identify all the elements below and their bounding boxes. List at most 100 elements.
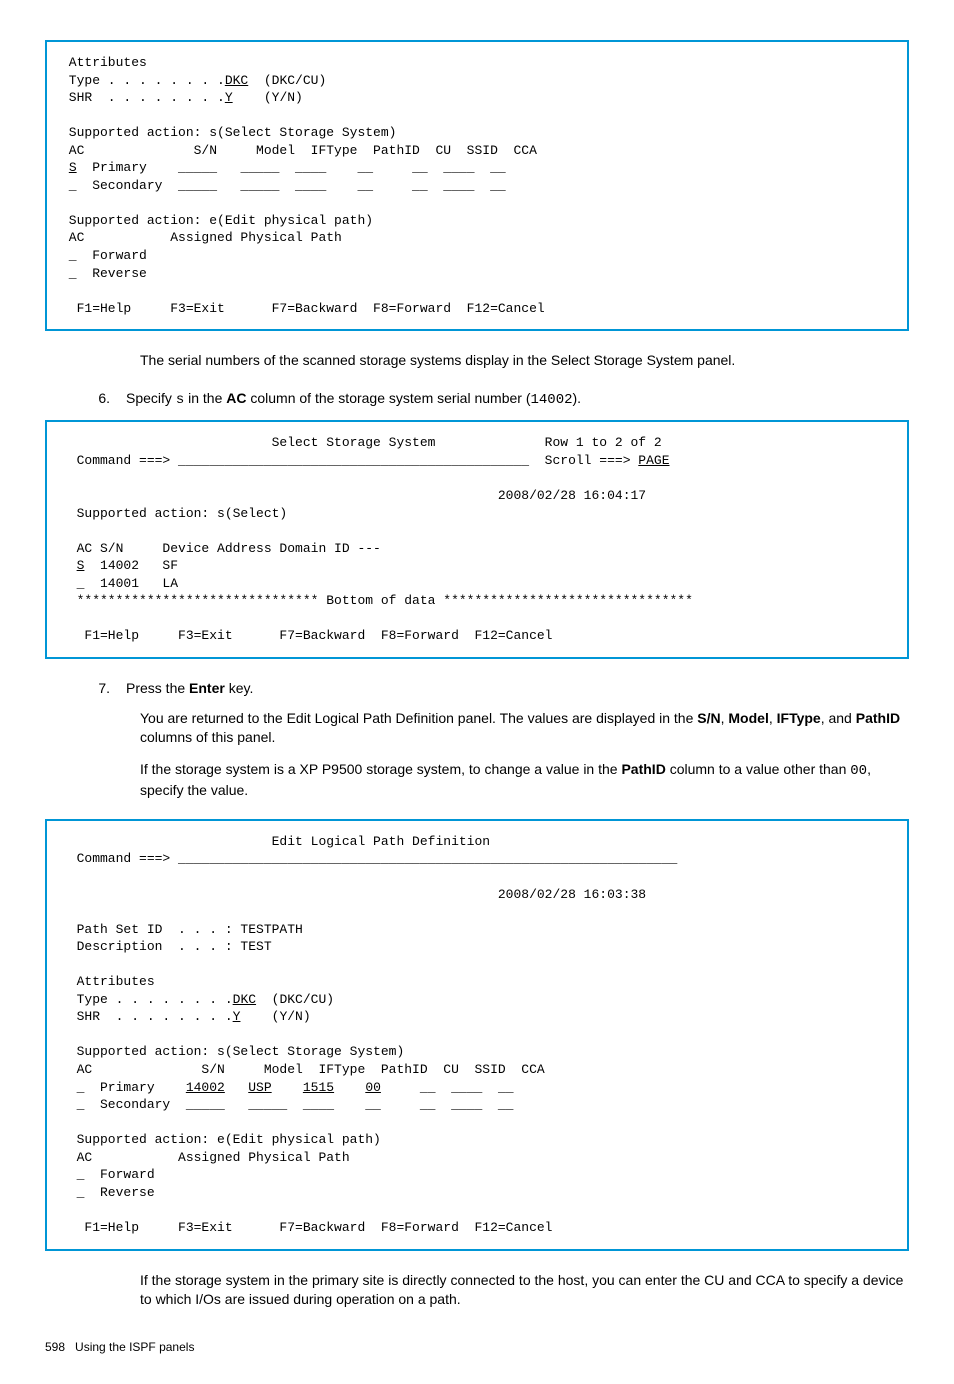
t3-l10a: Type . . . . . . . . xyxy=(61,992,233,1007)
t2-l8c: 14002 SF xyxy=(84,558,178,573)
t2-l3 xyxy=(61,470,69,485)
t3-l2: Command ===> ___________________________… xyxy=(61,851,677,866)
t2-l6 xyxy=(61,523,69,538)
t1-l2b: DKC xyxy=(225,73,248,88)
p7a-b3: IFType xyxy=(777,710,821,726)
s6b: in the xyxy=(184,390,226,406)
paragraph-7b: If the storage system is a XP P9500 stor… xyxy=(140,760,909,801)
t1-l3a: SHR . . . . . . . . xyxy=(61,90,225,105)
t3-l15b: 14002 xyxy=(186,1080,225,1095)
t2-l5: Supported action: s(Select) xyxy=(61,506,287,521)
t1-l6: AC S/N Model IFType PathID CU SSID CCA xyxy=(61,143,537,158)
terminal-panel-3: Edit Logical Path Definition Command ===… xyxy=(45,819,909,1251)
t3-l3 xyxy=(61,869,69,884)
s6code2: 14002 xyxy=(531,392,573,408)
step-6: 6. Specify s in the AC column of the sto… xyxy=(45,389,909,411)
paragraph-scan-result: The serial numbers of the scanned storag… xyxy=(140,351,909,371)
t2-l1: Select Storage System Row 1 to 2 of 2 xyxy=(61,435,662,450)
paragraph-last: If the storage system in the primary sit… xyxy=(140,1271,909,1310)
t3-l18: Supported action: e(Edit physical path) xyxy=(61,1132,381,1147)
s6bold: AC xyxy=(226,390,246,406)
t3-l14: AC S/N Model IFType PathID CU SSID CCA xyxy=(61,1062,545,1077)
t1-l13: _ Reverse xyxy=(61,266,147,281)
t1-l7c: Primary _____ _____ ____ __ __ ____ __ xyxy=(77,160,506,175)
p7b-code: 00 xyxy=(850,763,867,779)
page-footer: 598 Using the ISPF panels xyxy=(45,1340,909,1354)
t3-l9: Attributes xyxy=(61,974,155,989)
s6code: s xyxy=(176,392,184,408)
t1-l3b: Y xyxy=(225,90,233,105)
t1-l8: _ Secondary _____ _____ ____ __ __ ____ … xyxy=(61,178,506,193)
t1-l5: Supported action: s(Select Storage Syste… xyxy=(61,125,396,140)
p7a-a: You are returned to the Edit Logical Pat… xyxy=(140,710,697,726)
t1-l3c: (Y/N) xyxy=(233,90,303,105)
t3-l15f: 1515 xyxy=(303,1080,334,1095)
t1-l10: Supported action: e(Edit physical path) xyxy=(61,213,373,228)
t1-l4 xyxy=(61,108,69,123)
t1-l7a xyxy=(61,160,69,175)
t3-l11c: (Y/N) xyxy=(240,1009,310,1024)
t3-l15d: USP xyxy=(248,1080,271,1095)
t3-l15a: _ Primary xyxy=(61,1080,186,1095)
terminal-panel-1: Attributes Type . . . . . . . .DKC (DKC/… xyxy=(45,40,909,331)
t1-l15: F1=Help F3=Exit F7=Backward F8=Forward F… xyxy=(61,301,545,316)
t3-l1: Edit Logical Path Definition xyxy=(61,834,490,849)
t3-l19: AC Assigned Physical Path xyxy=(61,1150,350,1165)
t2-l4: 2008/02/28 16:04:17 xyxy=(61,488,646,503)
terminal-panel-2: Select Storage System Row 1 to 2 of 2 Co… xyxy=(45,420,909,659)
s7bold: Enter xyxy=(189,680,225,696)
t2-l2b: PAGE xyxy=(638,453,669,468)
t1-l1: Attributes xyxy=(61,55,147,70)
step-6-number: 6. xyxy=(45,389,126,411)
step-7-content: Press the Enter key. xyxy=(126,679,909,699)
t3-l23: F1=Help F3=Exit F7=Backward F8=Forward F… xyxy=(61,1220,552,1235)
t1-l11: AC Assigned Physical Path xyxy=(61,230,342,245)
t3-l13: Supported action: s(Select Storage Syste… xyxy=(61,1044,404,1059)
t3-l4: 2008/02/28 16:03:38 xyxy=(61,887,646,902)
t3-l6: Path Set ID . . . : TESTPATH xyxy=(61,922,303,937)
t2-l9: _ 14001 LA xyxy=(61,576,178,591)
t2-l7: AC S/N Device Address Domain ID --- xyxy=(61,541,381,556)
t2-l8a xyxy=(61,558,77,573)
t1-l2c: (DKC/CU) xyxy=(248,73,326,88)
footer-section-title: Using the ISPF panels xyxy=(75,1340,194,1354)
step-6-content: Specify s in the AC column of the storag… xyxy=(126,389,909,411)
t1-l7b: S xyxy=(69,160,77,175)
t3-l20: _ Forward xyxy=(61,1167,155,1182)
p7a-c2: , xyxy=(769,710,777,726)
t3-l8 xyxy=(61,957,69,972)
t3-l5 xyxy=(61,904,69,919)
t3-l16: _ Secondary _____ _____ ____ __ __ ____ … xyxy=(61,1097,513,1112)
t2-l2a: Command ===> ___________________________… xyxy=(61,453,638,468)
t3-l17 xyxy=(61,1115,69,1130)
paragraph-7a: You are returned to the Edit Logical Pat… xyxy=(140,709,909,748)
step-7: 7. Press the Enter key. xyxy=(45,679,909,699)
p7b-a: If the storage system is a XP P9500 stor… xyxy=(140,761,621,777)
t3-l11a: SHR . . . . . . . . xyxy=(61,1009,233,1024)
t3-l15h: 00 xyxy=(365,1080,381,1095)
footer-page-number: 598 xyxy=(45,1340,65,1354)
t3-l15c xyxy=(225,1080,248,1095)
t1-l12: _ Forward xyxy=(61,248,147,263)
t3-l15e xyxy=(272,1080,303,1095)
s6a: Specify xyxy=(126,390,176,406)
t3-l10c: (DKC/CU) xyxy=(256,992,334,1007)
step-7-number: 7. xyxy=(45,679,126,699)
t2-l10: ******************************* Bottom o… xyxy=(61,593,693,608)
p7b-b: column to a value other than xyxy=(666,761,850,777)
s7b: key. xyxy=(225,680,254,696)
t1-l2a: Type . . . . . . . . xyxy=(61,73,225,88)
t1-l14 xyxy=(61,283,69,298)
t2-l11 xyxy=(61,611,69,626)
p7a-b4: PathID xyxy=(856,710,900,726)
p7b-bold: PathID xyxy=(621,761,665,777)
p7a-b1: S/N xyxy=(697,710,720,726)
p7a-b2: Model xyxy=(728,710,768,726)
s6c: column of the storage system serial numb… xyxy=(246,390,530,406)
t1-l9 xyxy=(61,195,69,210)
t3-l7: Description . . . : TEST xyxy=(61,939,272,954)
s6d: ). xyxy=(573,390,582,406)
t3-l22 xyxy=(61,1202,69,1217)
p7a-c3: , and xyxy=(821,710,856,726)
t2-l12: F1=Help F3=Exit F7=Backward F8=Forward F… xyxy=(61,628,552,643)
